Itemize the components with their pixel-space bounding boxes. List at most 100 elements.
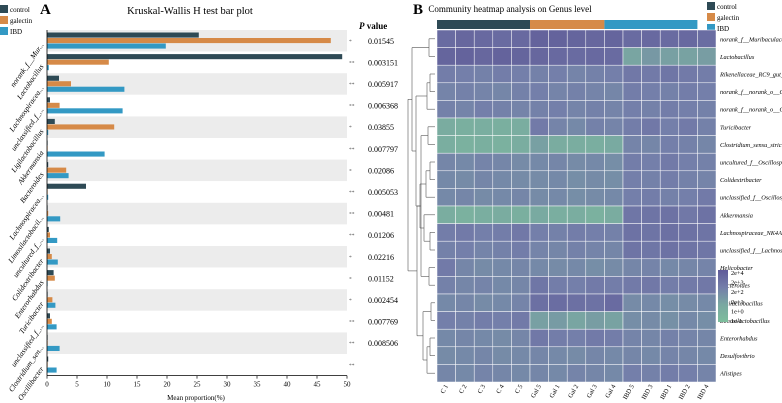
heatmap-cell bbox=[548, 240, 568, 260]
heatmap-cell bbox=[678, 117, 698, 136]
heatmap-cell bbox=[436, 100, 456, 119]
column-label: IBD 5 bbox=[622, 384, 636, 401]
heatmap-cell bbox=[511, 170, 531, 189]
row-band bbox=[47, 267, 347, 290]
heatmap-cell bbox=[492, 64, 512, 84]
heatmap-cell bbox=[585, 29, 605, 48]
heatmap-cell bbox=[492, 240, 512, 260]
heatmap-cell bbox=[697, 223, 717, 242]
p-value: 0.005917 bbox=[368, 80, 398, 89]
group-bar-galectin bbox=[530, 20, 605, 29]
row-label: norank_f__Muribaculaceae bbox=[720, 36, 782, 43]
heatmap-cell bbox=[511, 117, 531, 136]
row-label: uncultured_f__Oscillospiraceae bbox=[720, 160, 782, 167]
heatmap-cell bbox=[659, 82, 680, 101]
heatmap-cell bbox=[473, 82, 494, 101]
heatmap-cell bbox=[604, 276, 624, 295]
bar-IBD bbox=[47, 345, 60, 351]
heatmap-cell bbox=[697, 293, 717, 312]
heatmap-cell bbox=[529, 100, 549, 119]
row-label: unclassified_f__Lachnospiraceae bbox=[720, 248, 782, 255]
heatmap-cell bbox=[455, 364, 475, 383]
heatmap-cell bbox=[604, 82, 624, 101]
row-band bbox=[47, 224, 347, 246]
heatmap-cell bbox=[585, 82, 605, 101]
row-label: Clostridium_sensu_stricto_1 bbox=[720, 142, 782, 149]
p-value: 0.01545 bbox=[368, 37, 394, 46]
heatmap-cell bbox=[641, 293, 661, 312]
legend-swatch-galectin bbox=[0, 16, 8, 24]
bar-galectin bbox=[47, 297, 53, 303]
heatmap-cell bbox=[492, 293, 512, 312]
bar-control bbox=[47, 356, 49, 362]
heatmap-cell bbox=[641, 258, 661, 277]
heatmap-cell bbox=[511, 188, 531, 207]
row-band bbox=[47, 354, 347, 376]
bar-galectin bbox=[47, 167, 67, 173]
heatmap-cell bbox=[436, 152, 456, 172]
row-label: Bacteroides bbox=[720, 283, 750, 290]
heatmap-cell bbox=[455, 29, 475, 48]
heatmap-cell bbox=[659, 152, 680, 172]
heatmap-cell bbox=[585, 258, 605, 277]
heatmap-column-labels: C 1 C 2 C 3 C 4 C 5 Gal 5 Gal 1 Gal 2 Gal 3 Gal 4… bbox=[439, 383, 710, 401]
heatmap-cell bbox=[697, 364, 717, 383]
heatmap-cell bbox=[641, 328, 661, 348]
x-tick-label: 50 bbox=[344, 381, 352, 389]
column-label: C 3 bbox=[477, 384, 488, 395]
bar-galectin bbox=[47, 102, 60, 108]
p-value: 0.01152 bbox=[368, 274, 394, 283]
heatmap-cells bbox=[436, 29, 717, 383]
bar-control bbox=[47, 183, 86, 189]
heatmap-cell bbox=[566, 170, 587, 189]
heatmap-cell bbox=[473, 311, 494, 330]
heatmap-cell bbox=[697, 328, 717, 348]
heatmap-cell bbox=[622, 328, 642, 348]
heatmap-cell bbox=[529, 188, 549, 207]
heatmap-cell bbox=[455, 117, 475, 136]
heatmap-cell bbox=[622, 223, 642, 242]
heatmap-cell bbox=[455, 328, 475, 348]
legend-swatch-control bbox=[707, 2, 715, 10]
heatmap-cell bbox=[678, 346, 698, 365]
row-label: Lactobacillus bbox=[719, 54, 755, 61]
heatmap-cell bbox=[697, 188, 717, 207]
heatmap-cell bbox=[622, 293, 642, 312]
heatmap-cell bbox=[548, 100, 568, 119]
column-label: C 5 bbox=[514, 384, 525, 395]
bar-IBD bbox=[47, 259, 58, 265]
heatmap-cell bbox=[473, 364, 494, 383]
heatmap-cell bbox=[548, 82, 568, 101]
heatmap-cell bbox=[641, 47, 661, 66]
heatmap-cell bbox=[697, 311, 717, 330]
heatmap-cell bbox=[697, 117, 717, 136]
heatmap-cell bbox=[678, 135, 698, 154]
heatmap-cell bbox=[641, 311, 661, 330]
heatmap-cell bbox=[659, 135, 680, 154]
p-value: 0.006368 bbox=[368, 102, 398, 111]
legend-label-IBD: IBD bbox=[717, 25, 729, 33]
heatmap-cell bbox=[511, 328, 531, 348]
heatmap-cell bbox=[492, 117, 512, 136]
panel-a-title: Kruskal-Wallis H test bar plot bbox=[127, 6, 253, 17]
panel-a-x-axis-label: Mean proportion(%) bbox=[167, 394, 225, 402]
p-value-header-p: P bbox=[359, 21, 365, 31]
p-value: 0.03855 bbox=[368, 123, 394, 132]
heatmap-cell bbox=[678, 258, 698, 277]
heatmap-cell bbox=[473, 346, 494, 365]
heatmap-cell bbox=[548, 346, 568, 365]
heatmap-cell bbox=[548, 29, 568, 48]
heatmap-cell bbox=[436, 240, 456, 260]
x-tick-label: 30 bbox=[224, 381, 232, 389]
heatmap-cell bbox=[473, 100, 494, 119]
legend-label-galectin: galectin bbox=[10, 17, 33, 25]
heatmap-cell bbox=[622, 346, 642, 365]
bar-galectin bbox=[47, 38, 331, 44]
heatmap-cell bbox=[511, 82, 531, 101]
heatmap-cell bbox=[436, 311, 456, 330]
heatmap-cell bbox=[492, 152, 512, 172]
heatmap-cell bbox=[604, 29, 624, 48]
significance-stars: * bbox=[349, 298, 352, 304]
heatmap-cell bbox=[678, 293, 698, 312]
bar-IBD bbox=[47, 302, 56, 308]
